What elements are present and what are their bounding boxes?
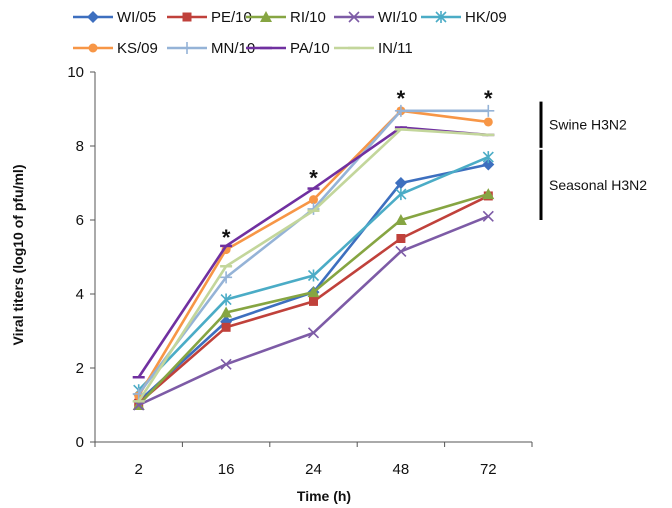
y-tick-label: 6 bbox=[76, 212, 84, 229]
legend-label: WI/10 bbox=[378, 9, 417, 26]
data-point bbox=[395, 245, 407, 258]
annotation-layer: * * * * bbox=[222, 86, 493, 250]
group-label: Swine H3N2 bbox=[549, 117, 627, 133]
data-point bbox=[394, 214, 407, 225]
x-tick-label: 2 bbox=[135, 461, 143, 478]
legend-entry: PE/10 bbox=[167, 9, 252, 26]
x-tick-label: 24 bbox=[305, 461, 322, 478]
legend-swatch-marker bbox=[348, 11, 360, 23]
data-point bbox=[309, 195, 318, 205]
legend-entry: HK/09 bbox=[421, 9, 507, 26]
legend-label: KS/09 bbox=[117, 40, 158, 57]
legend: WI/05 PE/10 RI/10 WI/10 HK/09 KS/09 MN/10 PA/10… bbox=[73, 9, 507, 57]
data-point bbox=[220, 271, 233, 284]
legend-entry: PA/10 bbox=[246, 40, 330, 57]
data-point bbox=[482, 188, 495, 200]
legend-entry: MN/10 bbox=[167, 40, 255, 57]
y-tick-label: 2 bbox=[76, 360, 84, 377]
legend-entry: RI/10 bbox=[246, 9, 326, 26]
y-tick-label: 4 bbox=[76, 286, 84, 303]
data-point bbox=[482, 151, 494, 164]
group-brackets: Swine H3N2 Seasonal H3N2 bbox=[539, 101, 647, 220]
legend-swatch-marker bbox=[181, 42, 193, 54]
data-point bbox=[394, 104, 407, 117]
data-point bbox=[394, 177, 407, 189]
legend-swatch-marker bbox=[88, 43, 98, 53]
y-axis-title: Viral titers (log10 of pfu/ml) bbox=[10, 165, 26, 346]
legend-swatch-marker bbox=[435, 11, 447, 23]
data-point bbox=[220, 293, 232, 306]
data-point bbox=[482, 158, 495, 171]
x-axis-title: Time (h) bbox=[297, 488, 351, 504]
legend-label: MN/10 bbox=[211, 40, 255, 57]
legend-swatch-marker bbox=[87, 11, 99, 23]
series-in-11 bbox=[132, 128, 495, 403]
legend-swatch-marker bbox=[260, 11, 272, 22]
data-point bbox=[221, 322, 231, 332]
legend-label: IN/11 bbox=[378, 40, 413, 57]
y-tick-label: 8 bbox=[76, 138, 84, 155]
group-label: Seasonal H3N2 bbox=[549, 177, 647, 193]
x-tick-label: 16 bbox=[218, 461, 235, 478]
legend-label: PE/10 bbox=[211, 9, 252, 26]
data-point bbox=[482, 210, 494, 222]
data-point bbox=[396, 234, 406, 243]
data-point bbox=[483, 117, 493, 127]
series-mn-10 bbox=[132, 104, 495, 400]
group-bracket: Swine H3N2 bbox=[539, 101, 627, 148]
x-tick-label: 48 bbox=[393, 461, 410, 478]
series-hk-09 bbox=[133, 151, 494, 397]
legend-entry: IN/11 bbox=[334, 40, 413, 57]
legend-entry: WI/10 bbox=[334, 9, 417, 26]
series-layer bbox=[132, 104, 495, 411]
data-point bbox=[307, 286, 320, 298]
legend-label: PA/10 bbox=[290, 40, 330, 57]
legend-label: RI/10 bbox=[290, 9, 326, 26]
legend-entry: KS/09 bbox=[73, 40, 158, 57]
legend-label: WI/05 bbox=[117, 9, 156, 26]
data-point bbox=[307, 269, 320, 282]
data-point bbox=[307, 327, 320, 339]
series-pe-10 bbox=[134, 191, 493, 408]
significance-star: * bbox=[484, 86, 493, 111]
data-point bbox=[395, 188, 407, 201]
x-tick-label: 72 bbox=[480, 461, 497, 478]
series-wi-10 bbox=[133, 210, 494, 411]
group-bracket: Seasonal H3N2 bbox=[539, 149, 647, 220]
data-point bbox=[220, 358, 232, 370]
series-line bbox=[137, 109, 489, 395]
legend-entry: WI/05 bbox=[73, 9, 156, 26]
data-point bbox=[482, 104, 495, 117]
legend-label: HK/09 bbox=[465, 9, 507, 26]
legend-swatch-marker bbox=[182, 12, 192, 22]
significance-star: * bbox=[397, 86, 406, 111]
y-tick-label: 10 bbox=[67, 64, 84, 81]
y-tick-label: 0 bbox=[76, 434, 84, 451]
series-line bbox=[138, 215, 489, 407]
data-point bbox=[307, 202, 320, 215]
significance-star: * bbox=[309, 166, 318, 191]
data-point bbox=[309, 296, 318, 306]
significance-star: * bbox=[222, 225, 231, 250]
data-point bbox=[220, 306, 233, 318]
